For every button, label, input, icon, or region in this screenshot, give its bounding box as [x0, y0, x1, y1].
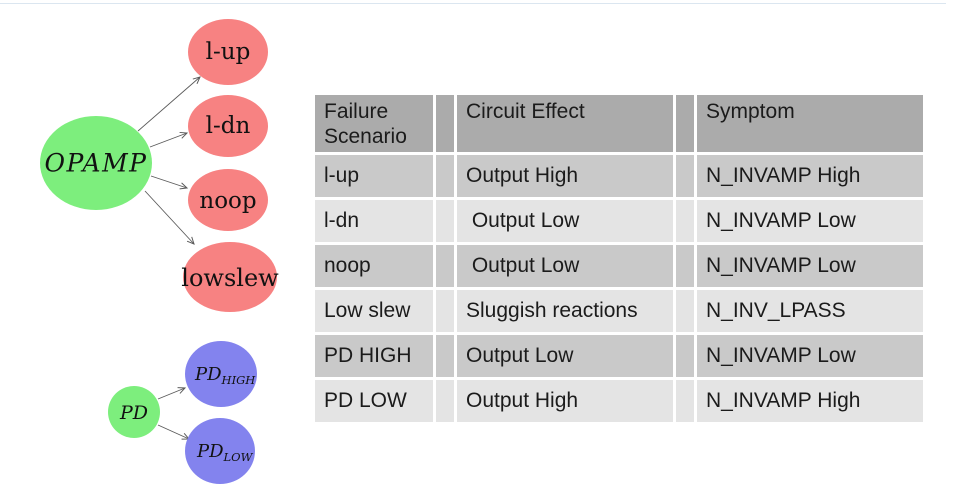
header-symptom: Symptom [697, 95, 923, 152]
node-l-dn-label: l-dn [206, 113, 251, 139]
table-row: l-up Output High N_INVAMP High [315, 155, 923, 197]
cell-scenario: PD LOW [315, 380, 433, 422]
header-spacer [676, 95, 694, 152]
node-l-up-label: l-up [206, 39, 251, 65]
spacer-cell [676, 335, 694, 377]
node-pd [108, 386, 160, 438]
fault-tree-diagram: OPAMP l-up l-dn noop lowslew PD PDHIGH P… [40, 19, 279, 484]
edge-pd-to-pdlow [157, 424, 191, 440]
cell-symptom: N_INVAMP High [697, 380, 923, 422]
spacer-cell [676, 155, 694, 197]
spacer-cell [436, 245, 454, 287]
node-pd-label: PD [119, 402, 148, 424]
table-row: l-dn Output Low N_INVAMP Low [315, 200, 923, 242]
node-pd-high-label-main: PD [194, 364, 222, 385]
cell-scenario: l-up [315, 155, 433, 197]
cell-symptom: N_INVAMP Low [697, 245, 923, 287]
cell-effect: Output High [457, 155, 673, 197]
cell-scenario: PD HIGH [315, 335, 433, 377]
cell-effect: Output Low [457, 245, 673, 287]
spacer-cell [676, 380, 694, 422]
cell-effect: Output Low [457, 335, 673, 377]
table-row: Low slew Sluggish reactions N_INV_LPASS [315, 290, 923, 332]
cell-effect: Sluggish reactions [457, 290, 673, 332]
cell-symptom: N_INVAMP Low [697, 200, 923, 242]
node-l-dn [188, 95, 268, 157]
window-top-edge-line [0, 3, 946, 4]
table-header-row: Failure Scenario Circuit Effect Symptom [315, 95, 923, 152]
spacer-cell [436, 380, 454, 422]
cell-scenario: noop [315, 245, 433, 287]
cell-scenario: Low slew [315, 290, 433, 332]
header-circuit-effect: Circuit Effect [457, 95, 673, 152]
edge-opamp-to-l-dn [149, 131, 189, 148]
node-pd-low [185, 418, 255, 484]
node-pd-low-label-sub: LOW [223, 450, 254, 464]
cell-symptom: N_INVAMP Low [697, 335, 923, 377]
cell-symptom: N_INVAMP High [697, 155, 923, 197]
node-lowslew-label: lowslew [181, 264, 279, 292]
node-pd-high [185, 341, 257, 407]
failure-scenario-table: Failure Scenario Circuit Effect Symptom … [312, 92, 926, 425]
cell-effect: Output Low [457, 200, 673, 242]
node-pd-high-label-sub: HIGH [221, 373, 257, 387]
node-pd-low-label-main: PD [196, 441, 224, 462]
table-row: PD HIGH Output Low N_INVAMP Low [315, 335, 923, 377]
node-pd-low-label: PDLOW [196, 441, 254, 464]
spacer-cell [676, 245, 694, 287]
table-row: noop Output Low N_INVAMP Low [315, 245, 923, 287]
edge-opamp-to-noop [150, 175, 189, 190]
header-failure-scenario: Failure Scenario [315, 95, 433, 152]
spacer-cell [436, 155, 454, 197]
spacer-cell [436, 290, 454, 332]
cell-effect: Output High [457, 380, 673, 422]
node-l-up [188, 19, 268, 85]
node-opamp [40, 116, 152, 210]
cell-symptom: N_INV_LPASS [697, 290, 923, 332]
edge-pd-to-pdhigh [157, 387, 187, 400]
node-pd-high-label: PDHIGH [194, 364, 256, 387]
node-noop-label: noop [199, 188, 256, 214]
node-opamp-label: OPAMP [45, 149, 148, 178]
edge-opamp-to-lowslew [144, 190, 195, 245]
spacer-cell [436, 200, 454, 242]
node-noop [188, 169, 268, 231]
header-spacer [436, 95, 454, 152]
cell-scenario: l-dn [315, 200, 433, 242]
spacer-cell [676, 200, 694, 242]
spacer-cell [436, 335, 454, 377]
node-lowslew [183, 242, 277, 312]
spacer-cell [676, 290, 694, 332]
edge-opamp-to-l-up [137, 76, 201, 132]
table-row: PD LOW Output High N_INVAMP High [315, 380, 923, 422]
